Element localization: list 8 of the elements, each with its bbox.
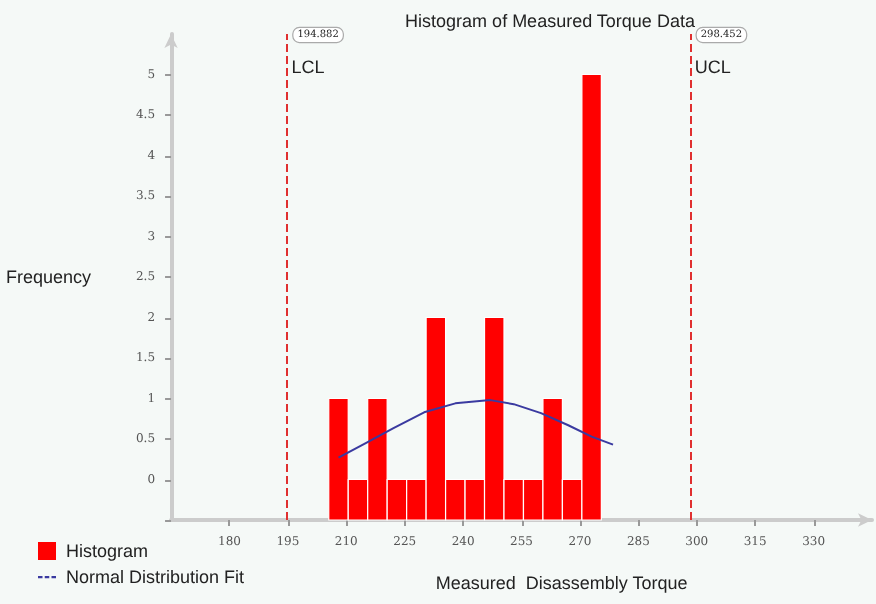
chart-title: Histogram of Measured Torque Data [405,11,695,31]
ref-line-label: UCL [694,57,731,77]
ref-line-label: LCL [291,57,325,77]
x-axis-title: Measured Disassembly Torque [435,573,688,593]
legend-label: Histogram [66,541,149,561]
legend-label: Normal Distribution Fit [66,567,246,587]
y-axis-title: Frequency [5,267,93,287]
line-series [337,399,615,459]
